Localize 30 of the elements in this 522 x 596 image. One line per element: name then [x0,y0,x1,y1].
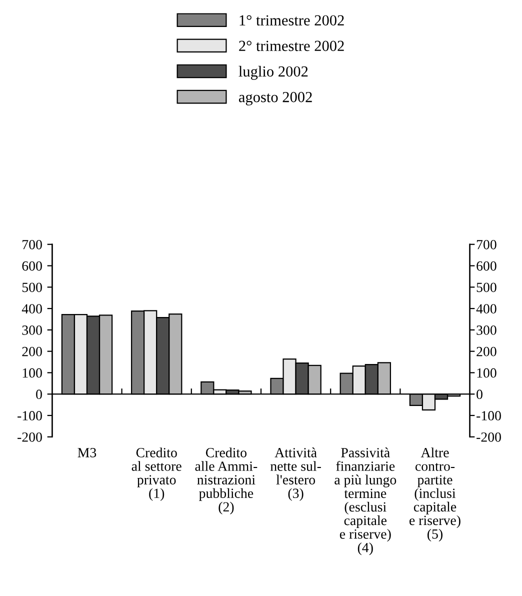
y2-tick-label: 200 [476,346,496,356]
y2-tick-label: 700 [476,240,496,250]
legend-label: agosto 2002 [238,92,312,106]
x-tick-label: Credito al settore privato (1) [132,448,182,501]
y2-tick-label: 300 [476,326,496,335]
y-tick-label: -100 [18,411,42,420]
y-tick-label: 0 [36,390,42,400]
x-tick-label: Passività finanziarie a più lungo termine (esclusi capitale e riserve) (4) [334,448,396,556]
y2-tick-label: 0 [476,390,482,400]
y2-tick-label: 500 [476,282,496,292]
y-tick-label: 700 [22,240,42,250]
x-tick-label: Altre contro- partite (inclusi capitale e riserve) (5) [410,448,460,542]
legend-label: 2° trimestre 2002 [239,40,344,52]
y-tick-label: 600 [22,261,42,271]
y2-tick-label: 400 [476,304,496,314]
y2-tick-label: -200 [476,432,501,442]
legend-label: luglio 2002 [238,66,308,80]
legend-label: 1° trimestre 2002 [240,15,344,26]
y2-tick-label: -100 [476,411,501,420]
y-tick-label: -200 [18,432,42,442]
y-tick-label: 400 [22,304,42,314]
y-tick-label: 200 [22,346,42,356]
x-tick-label: Credito alle Ammi- nistrazioni pubbliche (2) [195,448,258,514]
y-tick-label: 500 [22,282,42,292]
x-tick-label: M3 [78,448,96,458]
y-tick-label: 300 [22,326,42,335]
x-tick-label: Attività nette sul- l'estero (3) [270,448,321,501]
y-tick-label: 100 [22,368,42,378]
y2-tick-label: 100 [477,368,496,378]
y2-tick-label: 600 [476,261,496,271]
